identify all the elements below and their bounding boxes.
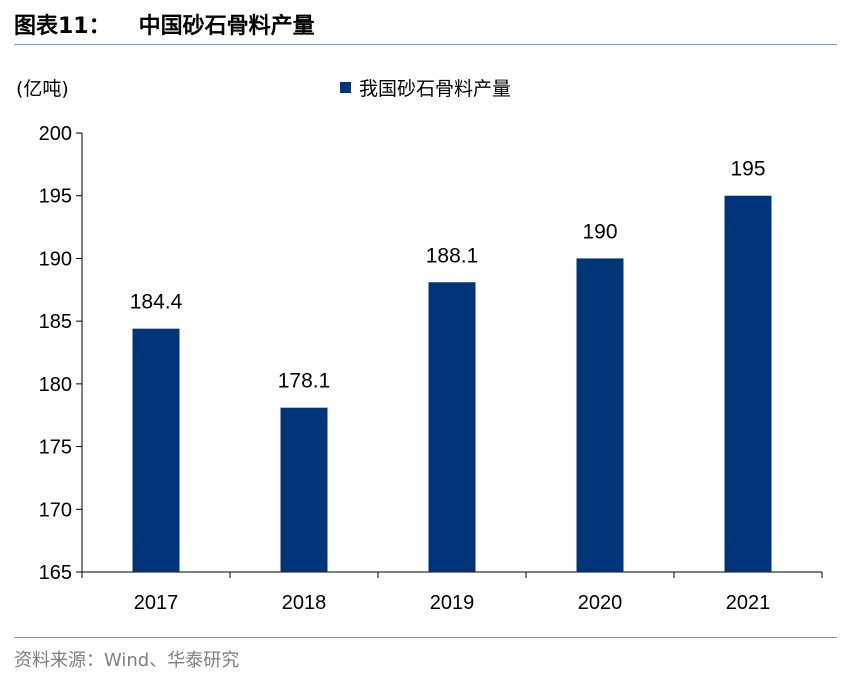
y-tick-label: 165 — [39, 562, 72, 584]
data-label: 190 — [582, 220, 617, 243]
x-tick-label: 2021 — [726, 592, 771, 614]
source-divider — [14, 637, 837, 638]
legend-label: 我国砂石骨料产量 — [359, 78, 512, 100]
figure-title: 图表11： 中国砂石骨料产量 — [14, 8, 315, 40]
y-tick-label: 185 — [39, 311, 72, 333]
y-tick-label: 175 — [39, 437, 72, 459]
data-label: 184.4 — [130, 291, 183, 314]
x-tick-label: 2020 — [578, 592, 623, 614]
data-label: 188.1 — [426, 244, 479, 267]
bar — [280, 407, 328, 572]
data-label: 195 — [730, 158, 765, 181]
bar — [576, 258, 624, 572]
bar — [724, 195, 772, 572]
chart-legend: 我国砂石骨料产量 — [340, 74, 511, 101]
bar — [428, 282, 476, 572]
legend-swatch — [340, 82, 351, 93]
x-tick-label: 2018 — [282, 592, 327, 614]
y-tick-label: 170 — [39, 499, 72, 521]
x-tick-label: 2019 — [430, 592, 475, 614]
data-label: 178.1 — [278, 370, 331, 393]
y-tick-label: 180 — [39, 374, 72, 396]
title-divider — [14, 44, 837, 45]
x-tick-label: 2017 — [134, 592, 179, 614]
source-note: 资料来源：Wind、华泰研究 — [14, 650, 240, 671]
y-tick-label: 200 — [39, 123, 72, 145]
bar — [132, 328, 180, 572]
chart-title: 中国砂石骨料产量 — [138, 14, 315, 39]
y-tick-label: 195 — [39, 186, 72, 208]
figure-number: 图表11： — [14, 14, 111, 39]
y-tick-label: 190 — [39, 248, 72, 270]
y-axis-unit-label: (亿吨) — [16, 78, 69, 100]
